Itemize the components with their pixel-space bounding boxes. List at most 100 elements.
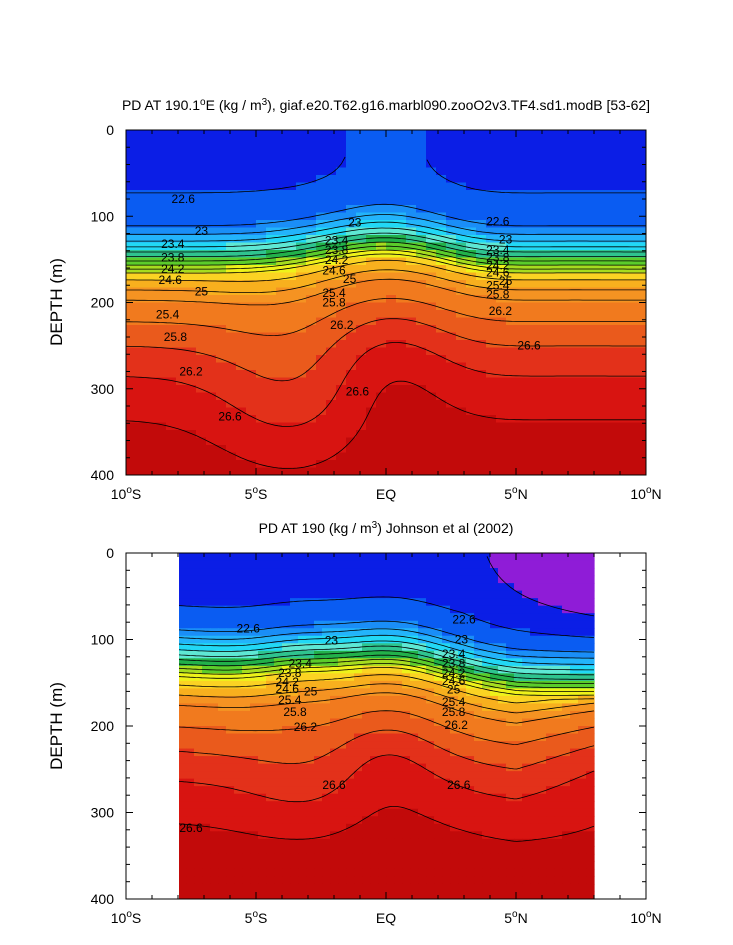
field-cell	[636, 392, 646, 401]
field-cell	[566, 385, 577, 394]
field-cell	[526, 340, 537, 349]
field-cell	[282, 688, 291, 697]
contour-label: 25	[195, 284, 209, 298]
field-cell	[556, 205, 567, 214]
field-cell	[316, 227, 327, 236]
field-cell	[476, 272, 487, 281]
field-cell	[376, 407, 387, 416]
field-cell	[276, 370, 287, 379]
field-cell	[210, 846, 219, 855]
field-cell	[186, 568, 195, 577]
field-cell	[179, 613, 187, 622]
field-cell	[258, 605, 267, 614]
field-cell	[596, 272, 607, 281]
field-cell	[562, 590, 571, 599]
field-cell	[530, 741, 539, 750]
field-cell	[176, 317, 187, 326]
field-cell	[514, 703, 523, 712]
field-cell	[306, 422, 317, 431]
field-cell	[226, 680, 235, 689]
field-cell	[282, 771, 291, 780]
field-cell	[166, 452, 177, 461]
field-cell	[406, 152, 417, 161]
contour-label: 24.2	[161, 262, 185, 276]
field-cell	[256, 160, 267, 169]
field-cell	[346, 771, 355, 780]
field-cell	[606, 182, 617, 191]
field-cell	[546, 853, 555, 862]
field-cell	[578, 808, 587, 817]
field-cell	[210, 710, 219, 720]
field-cell	[136, 362, 147, 371]
field-cell	[474, 756, 483, 765]
field-cell	[186, 392, 197, 401]
field-cell	[286, 227, 297, 236]
field-cell	[234, 635, 243, 644]
field-cell	[516, 175, 527, 184]
field-cell	[274, 876, 283, 885]
field-cell	[476, 220, 487, 229]
field-cell	[474, 748, 483, 757]
field-cell	[466, 643, 475, 652]
field-cell	[426, 220, 437, 229]
contour-label: 23.8	[278, 666, 302, 680]
field-cell	[426, 302, 437, 311]
field-cell	[586, 673, 595, 682]
field-cell	[442, 756, 451, 765]
field-cell	[426, 598, 435, 607]
field-cell	[202, 816, 211, 825]
field-cell	[386, 771, 395, 780]
field-cell	[136, 370, 147, 379]
field-cell	[386, 590, 395, 599]
field-cell	[266, 861, 275, 870]
field-cell	[562, 756, 571, 765]
field-cell	[206, 415, 217, 424]
field-cell	[402, 620, 411, 629]
field-cell	[626, 400, 637, 409]
field-cell	[376, 137, 387, 146]
field-cell	[402, 741, 411, 750]
field-cell	[482, 846, 491, 855]
field-cell	[242, 756, 251, 765]
field-cell	[626, 220, 637, 229]
field-cell	[282, 553, 291, 562]
field-cell	[306, 362, 317, 371]
field-cell	[330, 575, 339, 584]
field-cell	[486, 400, 497, 409]
field-cell	[456, 250, 467, 259]
field-cell	[226, 377, 237, 386]
field-cell	[256, 280, 267, 289]
field-cell	[386, 688, 395, 697]
contour-label: 22.6	[237, 621, 261, 635]
field-cell	[434, 808, 443, 817]
field-cell	[396, 392, 407, 401]
field-cell	[366, 407, 377, 416]
field-cell	[394, 861, 403, 870]
field-cell	[396, 235, 407, 244]
field-cell	[226, 801, 235, 810]
field-cell	[246, 370, 257, 379]
field-cell	[258, 853, 267, 862]
field-cell	[226, 756, 235, 765]
field-cell	[626, 467, 637, 475]
field-cell	[402, 560, 411, 569]
field-cell	[226, 816, 235, 825]
field-cell	[436, 385, 447, 394]
field-cell	[586, 598, 595, 607]
field-cell	[596, 370, 607, 379]
field-cell	[306, 370, 317, 379]
field-cell	[434, 673, 443, 682]
field-cell	[186, 205, 197, 214]
field-cell	[446, 392, 457, 401]
field-cell	[290, 620, 299, 629]
field-cell	[474, 891, 483, 899]
field-cell	[522, 695, 531, 705]
field-cell	[536, 272, 547, 281]
field-cell	[354, 568, 363, 577]
field-cell	[126, 422, 137, 431]
field-cell	[266, 160, 277, 169]
field-cell	[296, 205, 307, 214]
field-cell	[216, 437, 227, 446]
field-cell	[330, 590, 339, 599]
field-cell	[466, 400, 477, 409]
